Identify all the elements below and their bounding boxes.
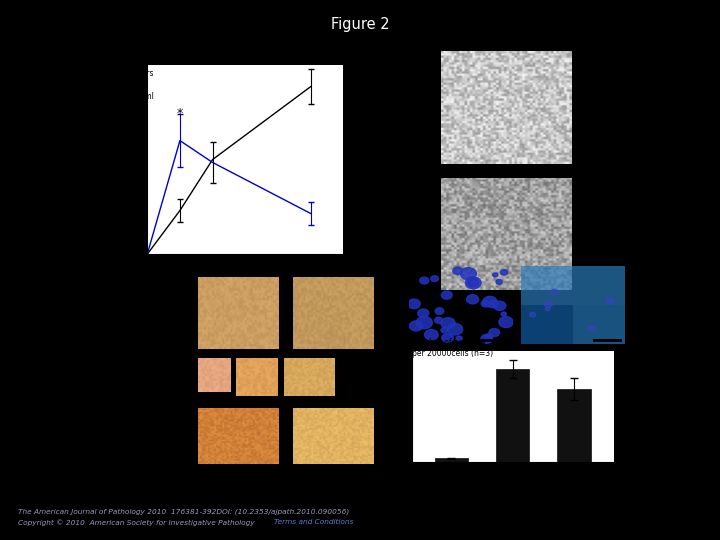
Text: Copyright © 2010  American Society for Investigative Pathology: Copyright © 2010 American Society for In… bbox=[18, 519, 257, 526]
Circle shape bbox=[420, 277, 429, 284]
Text: NSP: NSP bbox=[429, 183, 450, 193]
Circle shape bbox=[489, 328, 500, 336]
Circle shape bbox=[418, 309, 428, 318]
Circle shape bbox=[460, 268, 477, 280]
Circle shape bbox=[435, 317, 443, 323]
Text: A: A bbox=[119, 49, 130, 63]
Circle shape bbox=[606, 298, 614, 304]
Text: (X50): (X50) bbox=[233, 458, 254, 467]
Circle shape bbox=[496, 280, 503, 284]
Text: *: * bbox=[177, 107, 183, 120]
Text: Secondary seeding: Secondary seeding bbox=[114, 414, 204, 423]
Text: SP: SP bbox=[220, 395, 235, 405]
Text: **: ** bbox=[305, 58, 316, 68]
Text: X10⁵ cells/ml: X10⁵ cells/ml bbox=[104, 91, 154, 100]
Circle shape bbox=[456, 336, 462, 341]
Circle shape bbox=[609, 299, 614, 303]
Text: B: B bbox=[119, 266, 130, 280]
Circle shape bbox=[447, 323, 463, 335]
Text: (X20): (X20) bbox=[226, 344, 247, 353]
Text: Primary seeding: Primary seeding bbox=[114, 295, 192, 304]
Bar bbox=[434, 458, 468, 462]
Circle shape bbox=[441, 291, 452, 299]
X-axis label: colony passage: colony passage bbox=[477, 480, 547, 489]
Circle shape bbox=[485, 334, 492, 340]
Text: (X50): (X50) bbox=[318, 396, 338, 402]
Circle shape bbox=[488, 300, 498, 308]
Circle shape bbox=[408, 299, 420, 308]
Circle shape bbox=[467, 278, 479, 287]
Text: Figure 2: Figure 2 bbox=[330, 17, 390, 32]
Text: (X50): (X50) bbox=[331, 458, 352, 467]
Text: (X100): (X100) bbox=[581, 272, 609, 281]
Text: day1: day1 bbox=[242, 399, 261, 407]
Circle shape bbox=[530, 313, 536, 317]
Circle shape bbox=[431, 276, 438, 281]
Circle shape bbox=[499, 316, 513, 328]
Circle shape bbox=[494, 301, 506, 310]
Circle shape bbox=[481, 334, 492, 343]
Bar bbox=[557, 389, 590, 462]
Text: (X100): (X100) bbox=[581, 152, 609, 161]
Circle shape bbox=[492, 273, 498, 277]
Text: per 20000cells (n=3): per 20000cells (n=3) bbox=[412, 349, 492, 358]
Circle shape bbox=[551, 289, 559, 295]
Circle shape bbox=[467, 295, 479, 304]
Circle shape bbox=[590, 326, 595, 330]
Circle shape bbox=[501, 312, 506, 316]
Circle shape bbox=[588, 326, 592, 330]
Circle shape bbox=[465, 277, 481, 289]
Text: number of colonies: number of colonies bbox=[412, 338, 485, 347]
Circle shape bbox=[416, 316, 432, 329]
Text: (X20): (X20) bbox=[323, 344, 343, 353]
Bar bbox=[495, 369, 529, 462]
Circle shape bbox=[441, 328, 448, 333]
Text: SP: SP bbox=[440, 258, 455, 267]
Text: NSP: NSP bbox=[323, 395, 346, 405]
Text: NSP: NSP bbox=[542, 258, 566, 267]
Circle shape bbox=[483, 296, 497, 307]
Text: (X100): (X100) bbox=[239, 396, 263, 402]
Circle shape bbox=[442, 334, 454, 342]
Circle shape bbox=[500, 269, 508, 275]
Text: 2Mo: 2Mo bbox=[567, 42, 595, 55]
Text: cell numbers: cell numbers bbox=[104, 69, 153, 78]
Circle shape bbox=[481, 300, 490, 307]
Text: day4: day4 bbox=[318, 399, 337, 407]
Text: The American Journal of Pathology 2010  176381-392DOI: (10.2353/ajpath.2010.0900: The American Journal of Pathology 2010 1… bbox=[18, 509, 349, 515]
Text: SP: SP bbox=[429, 73, 442, 83]
Text: C: C bbox=[401, 266, 411, 280]
Circle shape bbox=[435, 308, 444, 314]
X-axis label: day: day bbox=[237, 272, 253, 281]
Circle shape bbox=[545, 307, 550, 311]
Circle shape bbox=[544, 300, 553, 307]
Circle shape bbox=[410, 321, 423, 331]
Text: day 10: day 10 bbox=[165, 439, 194, 448]
Circle shape bbox=[453, 267, 463, 274]
Text: a single SP cell: a single SP cell bbox=[114, 362, 186, 372]
Circle shape bbox=[441, 318, 455, 328]
Text: NSP: NSP bbox=[323, 258, 346, 267]
Circle shape bbox=[425, 329, 438, 340]
Text: Terms and Conditions: Terms and Conditions bbox=[274, 519, 353, 525]
Text: SP: SP bbox=[229, 258, 244, 267]
